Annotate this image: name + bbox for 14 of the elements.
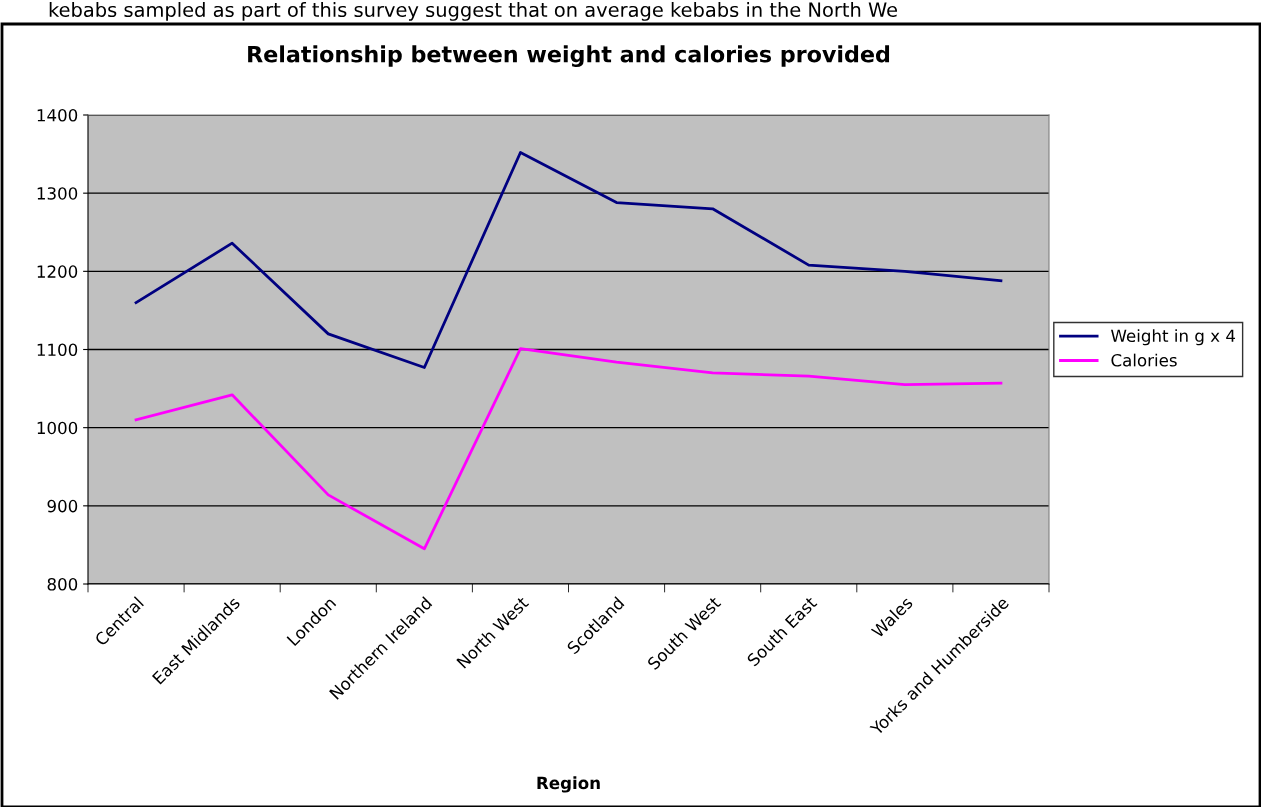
y-tick-label: 1400 — [37, 108, 78, 122]
legend-label: Calories — [1111, 353, 1177, 367]
y-tick-label: 1300 — [37, 187, 78, 200]
legend-label: Weight in g x 4 — [1111, 329, 1236, 346]
line-series — [134, 151, 1003, 369]
y-tick-label: 900 — [47, 499, 78, 513]
y-tick-label: 1000 — [37, 421, 78, 435]
y-tick-label: 1200 — [37, 265, 78, 278]
y-tick-label: 800 — [47, 577, 78, 591]
text: kebabs sampled as part of this survey suggest that on average kebabs in the North We — [49, 2, 898, 21]
y-tick-label: 1100 — [37, 343, 78, 357]
line-series — [134, 347, 1003, 551]
x-axis-title: Region — [537, 776, 600, 793]
chart-title: Relationship between weight and calories provided — [248, 45, 890, 68]
